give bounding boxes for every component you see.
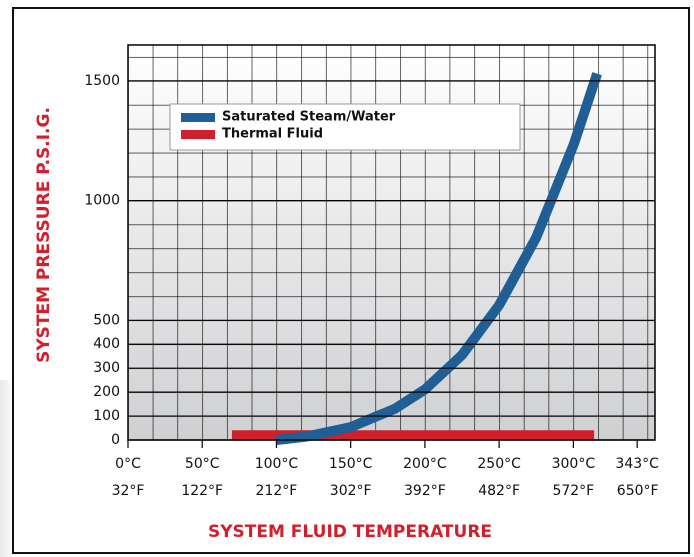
x2-tick-label: 392°F [404,483,446,499]
y-tick-label: 400 [93,336,120,352]
legend-label: Thermal Fluid [222,127,323,142]
x-tick-label: 300°C [552,456,596,472]
y-tick-label: 100 [93,408,120,424]
legend-box [169,103,521,151]
legend-swatch [181,130,215,139]
x2-tick-label: 32°F [112,483,145,499]
x-tick-label: 200°C [403,456,447,472]
x2-tick-label: 650°F [617,483,659,499]
x2-tick-label: 572°F [552,483,594,499]
x-tick-label: 343°C [615,456,659,472]
x-axis-label: SYSTEM FLUID TEMPERATURE [208,522,492,542]
x2-tick-label: 482°F [478,483,520,499]
y-tick-label: 0 [111,432,120,448]
x2-tick-label: 122°F [181,483,223,499]
y-tick-label: 1500 [84,73,120,89]
legend-swatch [181,113,215,122]
x-tick-label: 0°C [115,456,141,472]
x2-tick-label: 302°F [330,483,372,499]
y-axis-label: SYSTEM PRESSURE P.S.I.G. [34,107,54,363]
x-tick-label: 100°C [255,456,299,472]
x-tick-label: 250°C [477,456,521,472]
y-tick-label: 300 [93,360,120,376]
edge-shade [0,380,14,557]
x2-tick-label: 212°F [256,483,298,499]
x-tick-label: 50°C [185,456,220,472]
y-tick-label: 500 [93,312,120,328]
y-tick-label: 1000 [84,193,120,209]
series-line [275,72,602,445]
x-tick-label: 150°C [329,456,373,472]
y-tick-label: 200 [93,384,120,400]
legend-label: Saturated Steam/Water [222,110,396,125]
